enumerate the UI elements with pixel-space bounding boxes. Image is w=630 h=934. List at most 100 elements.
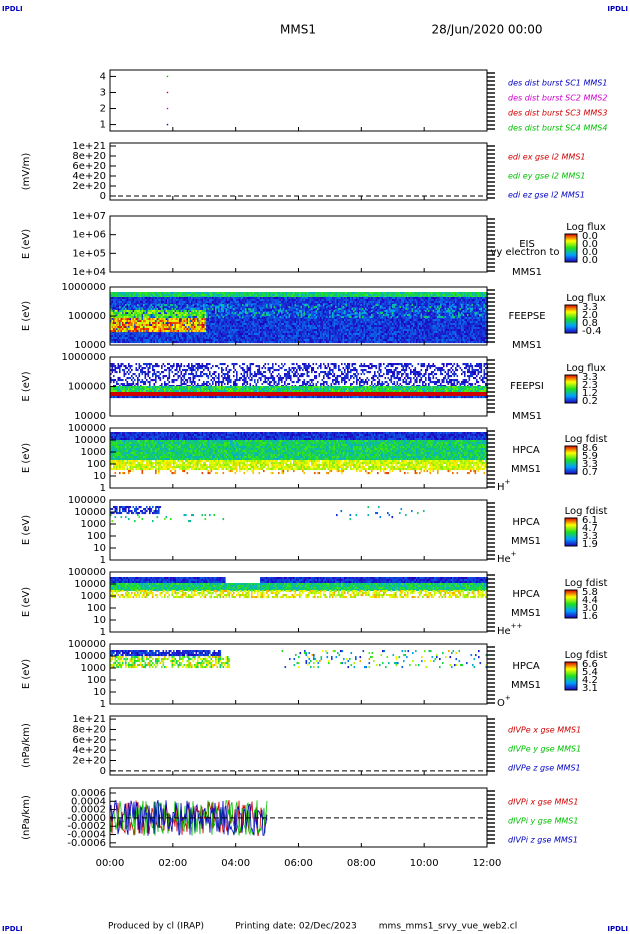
spectrogram-cell xyxy=(128,294,130,297)
spectrogram-cell xyxy=(333,337,336,340)
spectrogram-cell xyxy=(215,325,217,328)
spectrogram-cell xyxy=(423,294,426,297)
spectrogram-cell xyxy=(417,294,420,297)
spectrogram-cell xyxy=(353,301,355,304)
spectrogram-cell xyxy=(153,294,156,297)
spectrogram-cell xyxy=(357,331,360,334)
spectrogram-cell xyxy=(293,321,295,324)
spectrogram-cell xyxy=(273,327,276,330)
spectrogram-cell xyxy=(216,309,219,312)
spectrogram-cell xyxy=(360,319,363,322)
spectrogram-cell xyxy=(312,294,315,297)
spectrogram-cell xyxy=(228,292,231,295)
spectrogram-cell xyxy=(336,319,339,322)
spectrogram-cell xyxy=(140,301,142,304)
spectrogram-cell xyxy=(315,339,318,342)
spectrogram-cell xyxy=(345,333,348,336)
spectrogram-cell xyxy=(294,335,297,338)
spectrogram-cell xyxy=(288,301,291,304)
spectrogram-cell xyxy=(351,311,354,314)
spectrogram-cell xyxy=(170,292,172,295)
spectrogram-cell xyxy=(369,305,372,308)
spectrogram-cell xyxy=(237,297,240,300)
spectrogram-cell xyxy=(225,317,228,320)
spectrogram-cell xyxy=(222,321,225,324)
spectrogram-cell xyxy=(348,335,351,338)
spectrogram-cell xyxy=(126,305,129,308)
spectrogram-cell xyxy=(257,303,259,306)
spectrogram-cell xyxy=(227,335,229,338)
spectrogram-cell xyxy=(314,327,316,330)
spectrogram-cell xyxy=(321,325,324,328)
spectrogram-cell xyxy=(351,331,354,334)
spectrogram-cell xyxy=(207,297,210,300)
spectrogram-cell xyxy=(192,335,195,338)
spectrogram-cell xyxy=(350,301,352,304)
spectrogram-cell xyxy=(225,303,228,306)
spectrogram-cell xyxy=(258,331,261,334)
spectrogram-cell xyxy=(182,335,184,338)
spectrogram-cell xyxy=(188,337,190,340)
spectrogram-cell xyxy=(209,309,211,312)
spectrogram-cell xyxy=(311,339,313,342)
spectrogram-cell xyxy=(261,301,264,304)
spectrogram-cell xyxy=(207,341,210,344)
spectrogram-cell xyxy=(293,311,295,314)
spectrogram-cell xyxy=(296,303,298,306)
spectrogram-cell xyxy=(303,301,306,304)
spectrogram-cell xyxy=(263,339,265,342)
spectrogram-cell xyxy=(161,339,163,342)
spectrogram-cell xyxy=(329,321,331,324)
spectrogram-cell xyxy=(125,333,127,336)
spectrogram-cell xyxy=(129,297,132,300)
spectrogram-cell xyxy=(131,303,133,306)
spectrogram-cell xyxy=(173,297,175,300)
spectrogram-cell xyxy=(299,315,301,318)
spectrogram-cell xyxy=(323,313,325,316)
spectrogram-cell xyxy=(326,309,328,312)
spectrogram-cell xyxy=(374,341,376,344)
spectrogram-cell xyxy=(258,319,261,322)
spectrogram-cell xyxy=(309,307,312,310)
spectrogram-cell xyxy=(299,313,301,316)
spectrogram-cell xyxy=(213,313,216,316)
spectrogram-cell xyxy=(224,315,226,318)
spectrogram-cell xyxy=(164,292,166,295)
spectrogram-cell xyxy=(335,323,337,326)
spectrogram-cell xyxy=(485,292,487,295)
spectrogram-cell xyxy=(167,294,169,297)
spectrogram-cell xyxy=(183,305,186,308)
spectrogram-cell xyxy=(266,339,268,342)
spectrogram-cell xyxy=(302,317,304,320)
spectrogram-cell xyxy=(117,337,120,340)
spectrogram-cell xyxy=(180,301,183,304)
spectrogram-cell xyxy=(354,327,357,330)
spectrogram-cell xyxy=(125,292,127,295)
spectrogram-cell xyxy=(213,305,216,308)
spectrogram-cell xyxy=(372,317,375,320)
spectrogram-cell xyxy=(320,299,322,302)
spectrogram-cell xyxy=(191,301,193,304)
spectrogram-cell xyxy=(219,319,222,322)
spectrogram-cell xyxy=(213,292,216,295)
spectrogram-cell xyxy=(240,335,243,338)
spectrogram-cell xyxy=(353,292,355,295)
spectrogram-cell xyxy=(222,335,225,338)
spectrogram-cell xyxy=(359,301,361,304)
spectrogram-cell xyxy=(353,329,355,332)
spectrogram-cell xyxy=(215,327,217,330)
spectrogram-cell xyxy=(126,333,129,336)
spectrogram-cell xyxy=(233,297,235,300)
spectrogram-cell xyxy=(204,303,207,306)
spectrogram-cell xyxy=(228,297,231,300)
spectrogram-cell xyxy=(285,331,288,334)
spectrogram-cell xyxy=(219,297,222,300)
spectrogram-cell xyxy=(365,335,367,338)
spectrogram-cell xyxy=(110,337,112,340)
spectrogram-cell xyxy=(243,333,246,336)
spectrogram-cell xyxy=(264,307,267,310)
spectrogram-cell xyxy=(123,333,126,336)
spectrogram-cell xyxy=(116,335,118,338)
spectrogram-cell xyxy=(374,292,376,295)
spectrogram-cell xyxy=(366,313,369,316)
